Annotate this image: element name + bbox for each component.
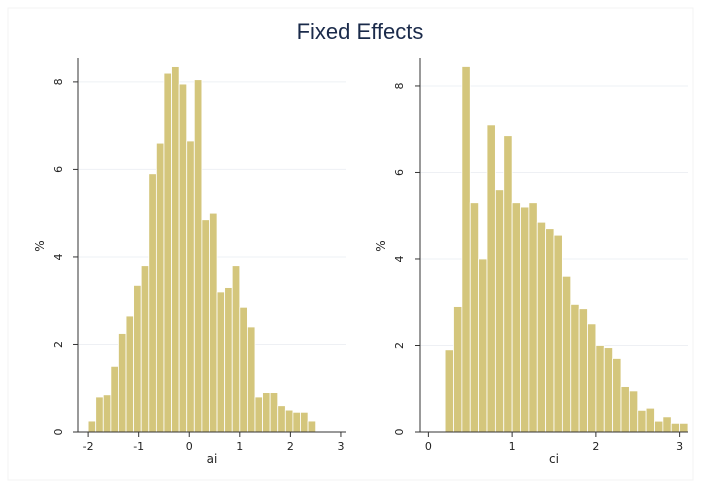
- histogram-bar: [193, 79, 203, 433]
- histogram-bar: [595, 345, 605, 433]
- y-axis-label: %: [374, 240, 388, 251]
- histogram-bar: [102, 394, 112, 433]
- histogram-bar: [553, 234, 563, 433]
- x-tick-label: 0: [186, 440, 193, 453]
- histogram-bar: [87, 420, 97, 433]
- histogram-bar: [520, 206, 530, 433]
- histogram-bar: [133, 284, 142, 433]
- histogram-bar: [511, 202, 521, 433]
- histogram-bar: [231, 265, 241, 433]
- histogram-bar: [628, 390, 639, 433]
- y-tick-label: 2: [393, 342, 406, 349]
- histogram-bar: [209, 212, 218, 433]
- figure-title: Fixed Effects: [297, 19, 424, 44]
- histogram-bar: [118, 333, 127, 433]
- histogram-bar: [587, 323, 597, 433]
- histogram-bar: [603, 347, 614, 433]
- x-tick-label: 1: [236, 440, 243, 453]
- histogram-bar: [620, 386, 630, 433]
- histogram-bar: [645, 407, 655, 433]
- histogram-bar: [284, 409, 294, 433]
- histogram-bar: [201, 219, 210, 433]
- y-tick-label: 6: [52, 166, 65, 173]
- histogram-bar: [269, 392, 279, 433]
- histogram-bar: [178, 83, 188, 433]
- histogram-bar: [95, 396, 104, 433]
- histogram-bar: [545, 228, 555, 433]
- histogram-bar: [246, 326, 256, 433]
- histogram-bar: [662, 416, 672, 433]
- histogram-bar: [503, 135, 513, 433]
- x-tick-label: 3: [676, 440, 683, 453]
- y-axis-label: %: [33, 240, 47, 251]
- histogram-bar: [444, 349, 454, 433]
- x-tick-label: 2: [287, 440, 294, 453]
- histogram-bar: [469, 202, 480, 433]
- histogram-bar: [453, 306, 463, 433]
- histogram-bar: [578, 308, 588, 433]
- x-tick-label: 1: [509, 440, 516, 453]
- histogram-bar: [216, 291, 226, 433]
- y-tick-label: 0: [393, 429, 406, 436]
- x-axis-label: ci: [549, 452, 559, 466]
- y-tick-label: 4: [52, 253, 65, 260]
- histogram-bar: [155, 142, 165, 433]
- histogram-bar: [140, 265, 150, 433]
- histogram-bar: [292, 411, 301, 433]
- histogram-bar: [528, 202, 538, 433]
- x-tick-label: 3: [337, 440, 344, 453]
- histogram-bar: [486, 124, 496, 433]
- y-tick-label: 8: [52, 78, 65, 85]
- histogram-bar: [239, 306, 248, 433]
- histogram-bar: [277, 405, 286, 433]
- histogram-bar: [171, 66, 180, 433]
- x-tick-label: -2: [83, 440, 94, 453]
- histogram-bar: [494, 189, 505, 433]
- y-tick-label: 4: [393, 255, 406, 262]
- histogram-bar: [561, 275, 572, 433]
- histogram-bar: [654, 420, 664, 433]
- y-tick-label: 2: [52, 341, 65, 348]
- chart-panel-1: 0 2 4 6 8 -2 -1 0 1 2 3 ai%: [33, 58, 346, 466]
- x-tick-label: 0: [425, 440, 432, 453]
- y-tick-label: 8: [393, 82, 406, 89]
- histogram-bar: [536, 221, 547, 433]
- histogram-bar: [612, 358, 622, 433]
- histogram-bar: [148, 173, 157, 433]
- x-tick-label: 2: [592, 440, 599, 453]
- y-tick-label: 6: [393, 169, 406, 176]
- histogram-bar: [163, 72, 172, 433]
- histogram-bar: [125, 315, 135, 433]
- histogram-bar: [262, 392, 271, 433]
- histogram-bar: [461, 66, 471, 433]
- histogram-bar: [300, 411, 309, 433]
- x-axis-label: ai: [207, 452, 218, 466]
- histogram-bar: [254, 396, 263, 433]
- histogram-bar: [224, 287, 233, 433]
- histogram-bar: [637, 409, 647, 433]
- x-tick-label: -1: [133, 440, 144, 453]
- histogram-bar: [679, 422, 689, 433]
- y-tick-label: 0: [52, 429, 65, 436]
- histogram-bar: [670, 422, 681, 433]
- histogram-bar: [110, 365, 119, 433]
- chart-panel-2: 0 2 4 6 8 0 1 2 3 ci%: [374, 58, 689, 466]
- histogram-bar: [478, 258, 488, 433]
- histogram-bar: [186, 140, 195, 433]
- histogram-bar: [570, 303, 580, 433]
- histogram-bar: [307, 420, 317, 433]
